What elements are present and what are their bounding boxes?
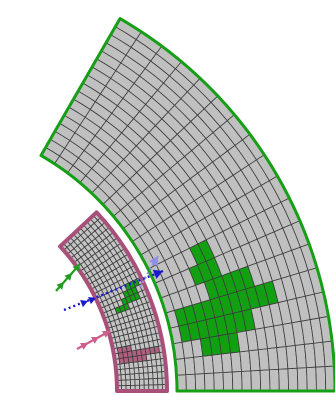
inner-cell — [152, 371, 159, 379]
outer-cell — [241, 370, 252, 392]
outer-cell — [185, 373, 196, 392]
inner-cell — [152, 377, 159, 386]
inner-cell — [134, 378, 141, 386]
outer-cell — [296, 367, 308, 392]
inner-cell — [125, 373, 131, 381]
outer-cell — [203, 372, 215, 392]
inner-cell — [148, 378, 154, 386]
pink-arrow-chevron — [80, 343, 88, 350]
outer-cell — [222, 371, 234, 392]
inner-cell — [139, 378, 145, 386]
blue-arrow-head — [152, 269, 163, 279]
pink-arrow-chevron — [102, 331, 110, 338]
pink-arrow-chevron — [91, 337, 99, 344]
outer-cell — [231, 370, 243, 392]
green-arrow-chevron — [72, 264, 80, 272]
inner-cell — [156, 371, 163, 379]
inner-cell — [129, 379, 136, 386]
arrows-layer — [55, 255, 164, 350]
green-arrow-chevron — [56, 282, 64, 290]
outer-border-outline — [39, 17, 335, 393]
outer-cell — [213, 372, 224, 392]
inner-cell — [143, 378, 150, 386]
inner-cell — [157, 377, 163, 386]
light-blue-arrow-shaft — [138, 255, 160, 288]
inner-region-border — [58, 210, 169, 393]
outer-cell — [250, 369, 262, 392]
outer-cell — [315, 366, 327, 392]
blue-arrow-chevron — [88, 297, 96, 305]
inner-cell — [134, 372, 140, 380]
inner-cell — [143, 372, 149, 380]
outer-cell — [259, 369, 271, 392]
inner-cell — [147, 371, 154, 380]
light-blue-arrow-head — [149, 256, 158, 267]
outer-cell — [183, 356, 196, 376]
outer-cell — [194, 373, 206, 392]
inner-cell — [120, 379, 127, 386]
inner-cell — [125, 379, 131, 386]
green-arrow-chevron — [64, 273, 72, 281]
inner-border-outline — [58, 210, 169, 393]
inner-cell — [120, 373, 127, 381]
outer-cell — [278, 368, 289, 392]
blue-arrow-chevron — [80, 300, 88, 308]
inner-cell — [129, 373, 136, 381]
outer-cell — [287, 367, 299, 392]
outer-cell — [306, 366, 317, 392]
outer-region-border — [39, 17, 335, 393]
inner-cell — [138, 372, 145, 380]
outer-cell — [268, 368, 280, 392]
